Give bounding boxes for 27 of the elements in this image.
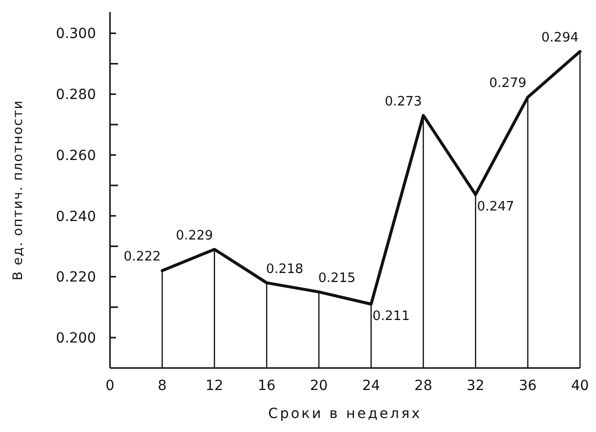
x-axis-title: Сроки в неделях	[268, 406, 422, 422]
x-tick-label: 12	[206, 378, 224, 394]
y-tick-label: 0.280	[56, 87, 96, 104]
data-label: 0.279	[489, 76, 526, 92]
data-label: 0.247	[476, 200, 514, 215]
x-tick-label: 20	[310, 378, 328, 394]
data-label: 0.222	[124, 250, 161, 265]
y-tick-label: 0.300	[56, 26, 96, 42]
data-label: 0.294	[541, 30, 579, 46]
x-tick-label: 24	[362, 378, 380, 394]
y-axis-title: В ед. оптич. плотности	[11, 100, 26, 280]
data-label: 0.211	[372, 309, 410, 324]
y-tick-label: 0.260	[56, 148, 96, 164]
data-label: 0.273	[384, 94, 422, 110]
x-tick-label: 36	[518, 378, 537, 394]
y-tick-label: 0.200	[56, 330, 96, 346]
data-label: 0.229	[176, 228, 214, 244]
x-tick-label: 28	[414, 378, 432, 394]
x-tick-label: 32	[466, 378, 484, 394]
x-tick-label: 8	[158, 378, 167, 394]
x-tick-label: 40	[571, 378, 589, 394]
y-tick-label: 0.240	[56, 208, 96, 225]
x-tick-label: 0	[106, 378, 114, 394]
data-label: 0.218	[266, 262, 304, 277]
x-tick-label: 16	[258, 378, 276, 394]
data-label: 0.215	[318, 270, 356, 286]
y-tick-label: 0.220	[56, 270, 96, 286]
